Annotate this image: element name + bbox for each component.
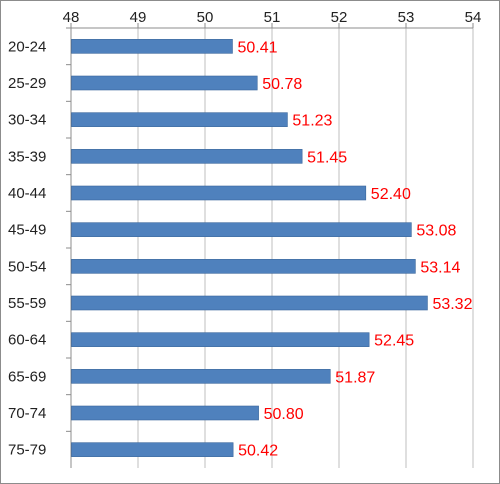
x-tick-label: 52 — [331, 9, 348, 26]
bars — [71, 39, 428, 457]
category-label: 40-44 — [8, 185, 46, 202]
data-label: 53.14 — [420, 259, 460, 276]
bar — [71, 295, 428, 311]
x-tick-label: 51 — [264, 9, 281, 26]
data-label: 53.32 — [432, 296, 472, 313]
bar — [71, 112, 288, 127]
data-label: 50.80 — [264, 406, 304, 423]
category-label: 50-54 — [8, 258, 46, 275]
category-label: 75-79 — [8, 442, 46, 459]
bar — [71, 39, 233, 54]
category-label: 30-34 — [8, 112, 46, 129]
x-tick-label: 48 — [63, 9, 80, 26]
bar — [71, 185, 367, 201]
bar — [71, 369, 331, 384]
bar — [71, 75, 258, 91]
bar — [71, 259, 416, 274]
bar — [71, 332, 370, 347]
category-label: 60-64 — [8, 332, 46, 349]
data-labels: 50.41 50.78 51.23 51.45 52.40 53.08 53.14 53.32… — [237, 39, 472, 459]
category-label: 45-49 — [8, 222, 46, 239]
category-label: 65-69 — [8, 368, 46, 385]
bar — [71, 442, 234, 457]
data-label: 50.42 — [238, 443, 278, 460]
x-tick-label: 50 — [197, 9, 214, 26]
data-label: 50.78 — [262, 76, 302, 93]
data-label: 53.08 — [416, 223, 456, 240]
x-tick-label: 49 — [130, 9, 147, 26]
data-label: 51.45 — [307, 149, 347, 166]
bar — [71, 149, 303, 164]
category-label: 35-39 — [8, 148, 46, 165]
category-label: 25-29 — [8, 75, 46, 92]
category-label: 20-24 — [8, 38, 46, 55]
axes — [66, 23, 474, 468]
data-label: 52.40 — [371, 186, 411, 203]
x-tick-label: 53 — [398, 9, 415, 26]
bar — [71, 405, 259, 421]
data-label: 52.45 — [374, 333, 414, 350]
gridlines — [137, 28, 474, 468]
x-tick-labels: 48 49 50 51 52 53 54 — [63, 9, 482, 26]
category-labels: 20-24 25-29 30-34 35-39 40-44 45-49 50-54 55-59… — [8, 38, 46, 458]
x-tick-label: 54 — [465, 9, 482, 26]
bar — [71, 222, 412, 237]
category-label: 55-59 — [8, 295, 46, 312]
data-label: 50.41 — [237, 39, 277, 56]
data-label: 51.87 — [335, 369, 375, 386]
data-label: 51.23 — [292, 113, 332, 130]
category-label: 70-74 — [8, 405, 46, 422]
